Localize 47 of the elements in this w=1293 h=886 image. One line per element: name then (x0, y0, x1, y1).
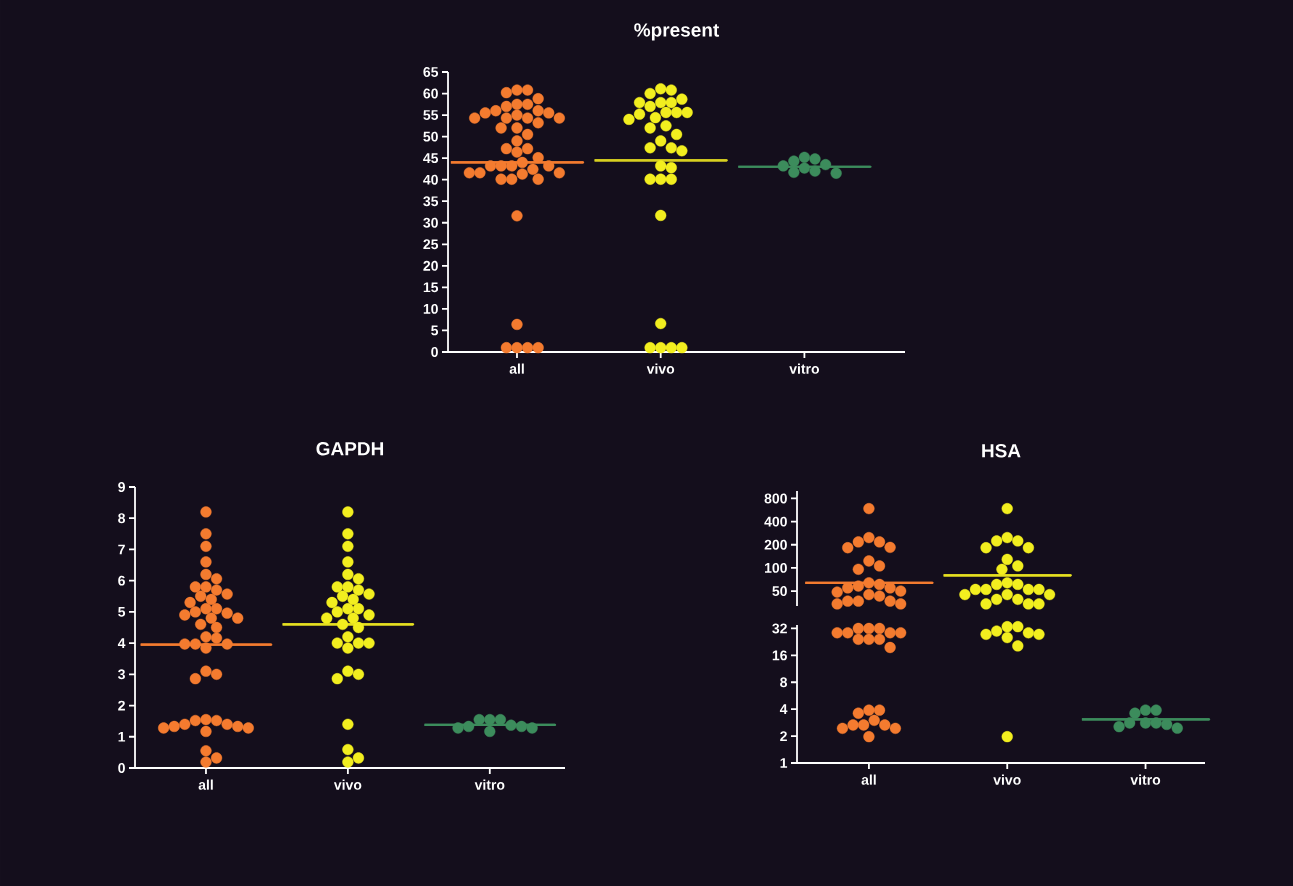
y-tick-label: 200 (764, 539, 787, 550)
y-tick-label: 800 (764, 493, 787, 504)
x-tick-label: all (861, 774, 876, 785)
y-tick-label: 65 (423, 67, 439, 77)
y-tick-label: 2 (118, 700, 125, 711)
y-tick-label: 7 (118, 544, 125, 555)
x-tick-label: all (198, 779, 213, 790)
chart-title: HSA (982, 444, 1021, 458)
x-tick-label: vivo (993, 774, 1021, 785)
y-tick-label: 0 (431, 347, 438, 357)
x-tick-label: vivo (646, 363, 675, 374)
y-tick-label: 25 (423, 239, 439, 250)
x-tick-label: vitro (474, 779, 505, 790)
y-tick-label: 50 (772, 586, 787, 597)
y-tick-label: 30 (423, 217, 438, 228)
y-tick-label: 55 (423, 110, 439, 120)
y-tick-label: 6 (118, 575, 125, 586)
y-tick-label: 5 (118, 607, 126, 617)
x-tick-label: vitro (789, 363, 820, 374)
y-tick-label: 20 (423, 260, 438, 271)
y-tick-label: 9 (118, 482, 125, 492)
x-tick-label: vivo (333, 779, 362, 790)
y-tick-label: 60 (423, 88, 438, 99)
y-tick-label: 50 (423, 131, 438, 142)
y-tick-label: 15 (423, 282, 439, 293)
y-tick-label: 45 (423, 153, 439, 164)
chart-title: GAPDH (316, 442, 384, 456)
y-tick-label: 4 (779, 704, 788, 714)
y-tick-label: 40 (423, 174, 438, 185)
y-tick-label: 8 (780, 677, 788, 688)
y-tick-label: 1 (118, 731, 126, 742)
y-tick-label: 2 (780, 731, 787, 741)
y-tick-label: 10 (423, 303, 438, 314)
y-tick-label: 100 (764, 562, 787, 573)
y-tick-label: 32 (772, 623, 787, 634)
y-tick-label: 400 (764, 516, 787, 527)
y-tick-label: 5 (431, 325, 439, 336)
y-tick-label: 1 (780, 758, 788, 768)
y-tick-label: 0 (118, 763, 125, 773)
y-tick-label: 35 (423, 196, 439, 207)
x-tick-label: vitro (1130, 774, 1161, 785)
y-tick-label: 4 (117, 638, 126, 648)
y-tick-label: 16 (772, 650, 787, 661)
y-tick-label: 3 (118, 669, 125, 680)
x-tick-label: all (509, 363, 524, 374)
chart-title: %present (634, 23, 720, 41)
y-tick-label: 8 (118, 513, 126, 524)
